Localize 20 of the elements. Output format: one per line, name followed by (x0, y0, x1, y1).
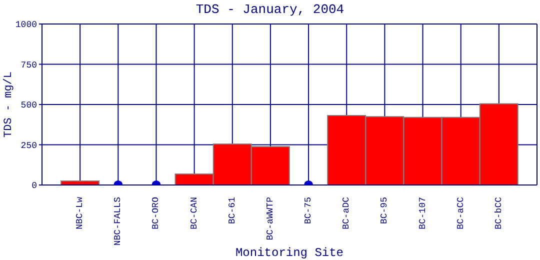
y-tick-label: 250 (20, 140, 37, 151)
x-tick-label: BC-bCC (494, 196, 504, 230)
x-tick-label: NBC-FALLS (113, 197, 124, 246)
y-tick-label: 500 (20, 100, 37, 111)
x-tick-label: BC-61 (227, 197, 238, 224)
x-tick-label: BC-95 (380, 197, 390, 224)
x-tick-label: BC-107 (418, 197, 428, 230)
x-tick-label: BC-75 (304, 197, 314, 224)
x-axis-title: Monitoring Site (235, 246, 344, 260)
y-axis-title: TDS - mg/L (2, 71, 15, 138)
chart-title: TDS - January, 2004 (194, 2, 346, 17)
x-tick-label: BC-aWWTP (265, 197, 276, 240)
y-tick-label: 1000 (15, 20, 37, 30)
y-tick-label: 0 (32, 181, 37, 192)
x-tick-label: BC-CAN (189, 197, 200, 230)
x-tick-label: BC-aCC (456, 196, 466, 230)
y-tick-label: 750 (20, 60, 37, 70)
x-tick-label: NBC-Lw (75, 196, 86, 230)
x-tick-label: BC-ORO (151, 197, 162, 230)
x-tick-label: BC-aDC (342, 196, 352, 230)
